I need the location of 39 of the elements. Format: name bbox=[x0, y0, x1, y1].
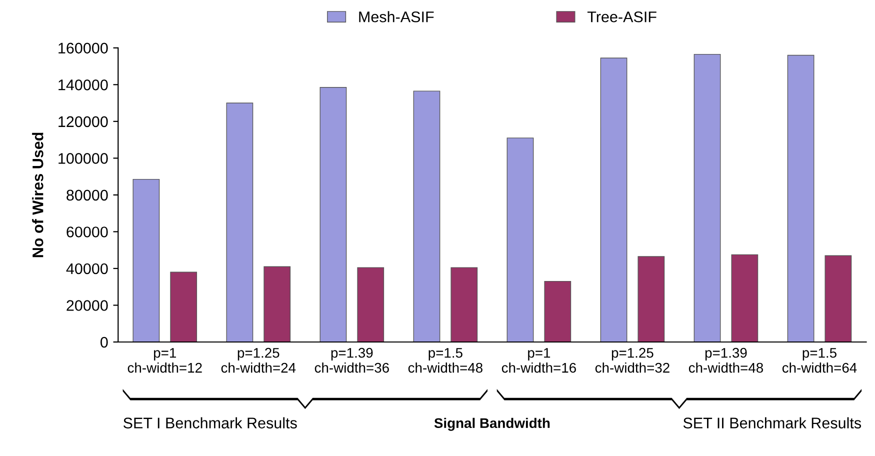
x-tick-label: p=1.39 ch-width=36 bbox=[314, 348, 389, 373]
y-tick-label: 100000 bbox=[58, 153, 108, 164]
bar bbox=[787, 54, 814, 342]
bar bbox=[132, 178, 160, 342]
bar bbox=[357, 267, 384, 342]
bar bbox=[638, 256, 665, 342]
bar bbox=[506, 138, 534, 342]
bar bbox=[264, 266, 291, 342]
text: SET II Benchmark Results bbox=[683, 417, 862, 428]
x-tick-label: p=1.5 ch-width=48 bbox=[408, 348, 482, 373]
bar bbox=[170, 272, 198, 342]
x-tick-label: p=1.39 ch-width=48 bbox=[688, 348, 764, 373]
x-axis-title: Signal Bandwidth bbox=[434, 418, 550, 431]
x-tick-label: p=1 ch-width=12 bbox=[128, 348, 202, 373]
y-tick-label: 120000 bbox=[58, 116, 108, 128]
bar bbox=[544, 280, 572, 342]
x-tick-label: p=1.5 ch-width=64 bbox=[782, 348, 857, 373]
legend-label: Mesh-ASIF bbox=[359, 11, 434, 22]
bar bbox=[731, 254, 758, 342]
x-tick-label: p=1.25 ch-width=24 bbox=[221, 348, 296, 373]
bar bbox=[413, 90, 440, 342]
y-tick-label: 140000 bbox=[58, 80, 108, 90]
y-tick-label: 60000 bbox=[66, 226, 108, 238]
x-tick-label: p=1.25 ch-width=32 bbox=[595, 348, 670, 373]
y-tick-label: 40000 bbox=[66, 263, 108, 274]
bar bbox=[694, 54, 721, 342]
bar bbox=[824, 255, 852, 342]
y-tick-label: 80000 bbox=[66, 190, 108, 201]
bar bbox=[320, 87, 347, 342]
legend-label: Tree-ASIF bbox=[587, 11, 656, 22]
bar bbox=[600, 58, 628, 342]
bar bbox=[226, 102, 254, 342]
y-axis-title: No of Wires Used bbox=[32, 132, 44, 258]
y-tick-label: 20000 bbox=[66, 300, 108, 311]
x-tick-label: p=1 ch-width=16 bbox=[502, 348, 576, 373]
bar bbox=[450, 267, 478, 342]
y-tick-label: 160000 bbox=[58, 42, 108, 54]
y-tick-label: 0 bbox=[100, 336, 108, 348]
text: SET I Benchmark Results bbox=[123, 417, 297, 428]
